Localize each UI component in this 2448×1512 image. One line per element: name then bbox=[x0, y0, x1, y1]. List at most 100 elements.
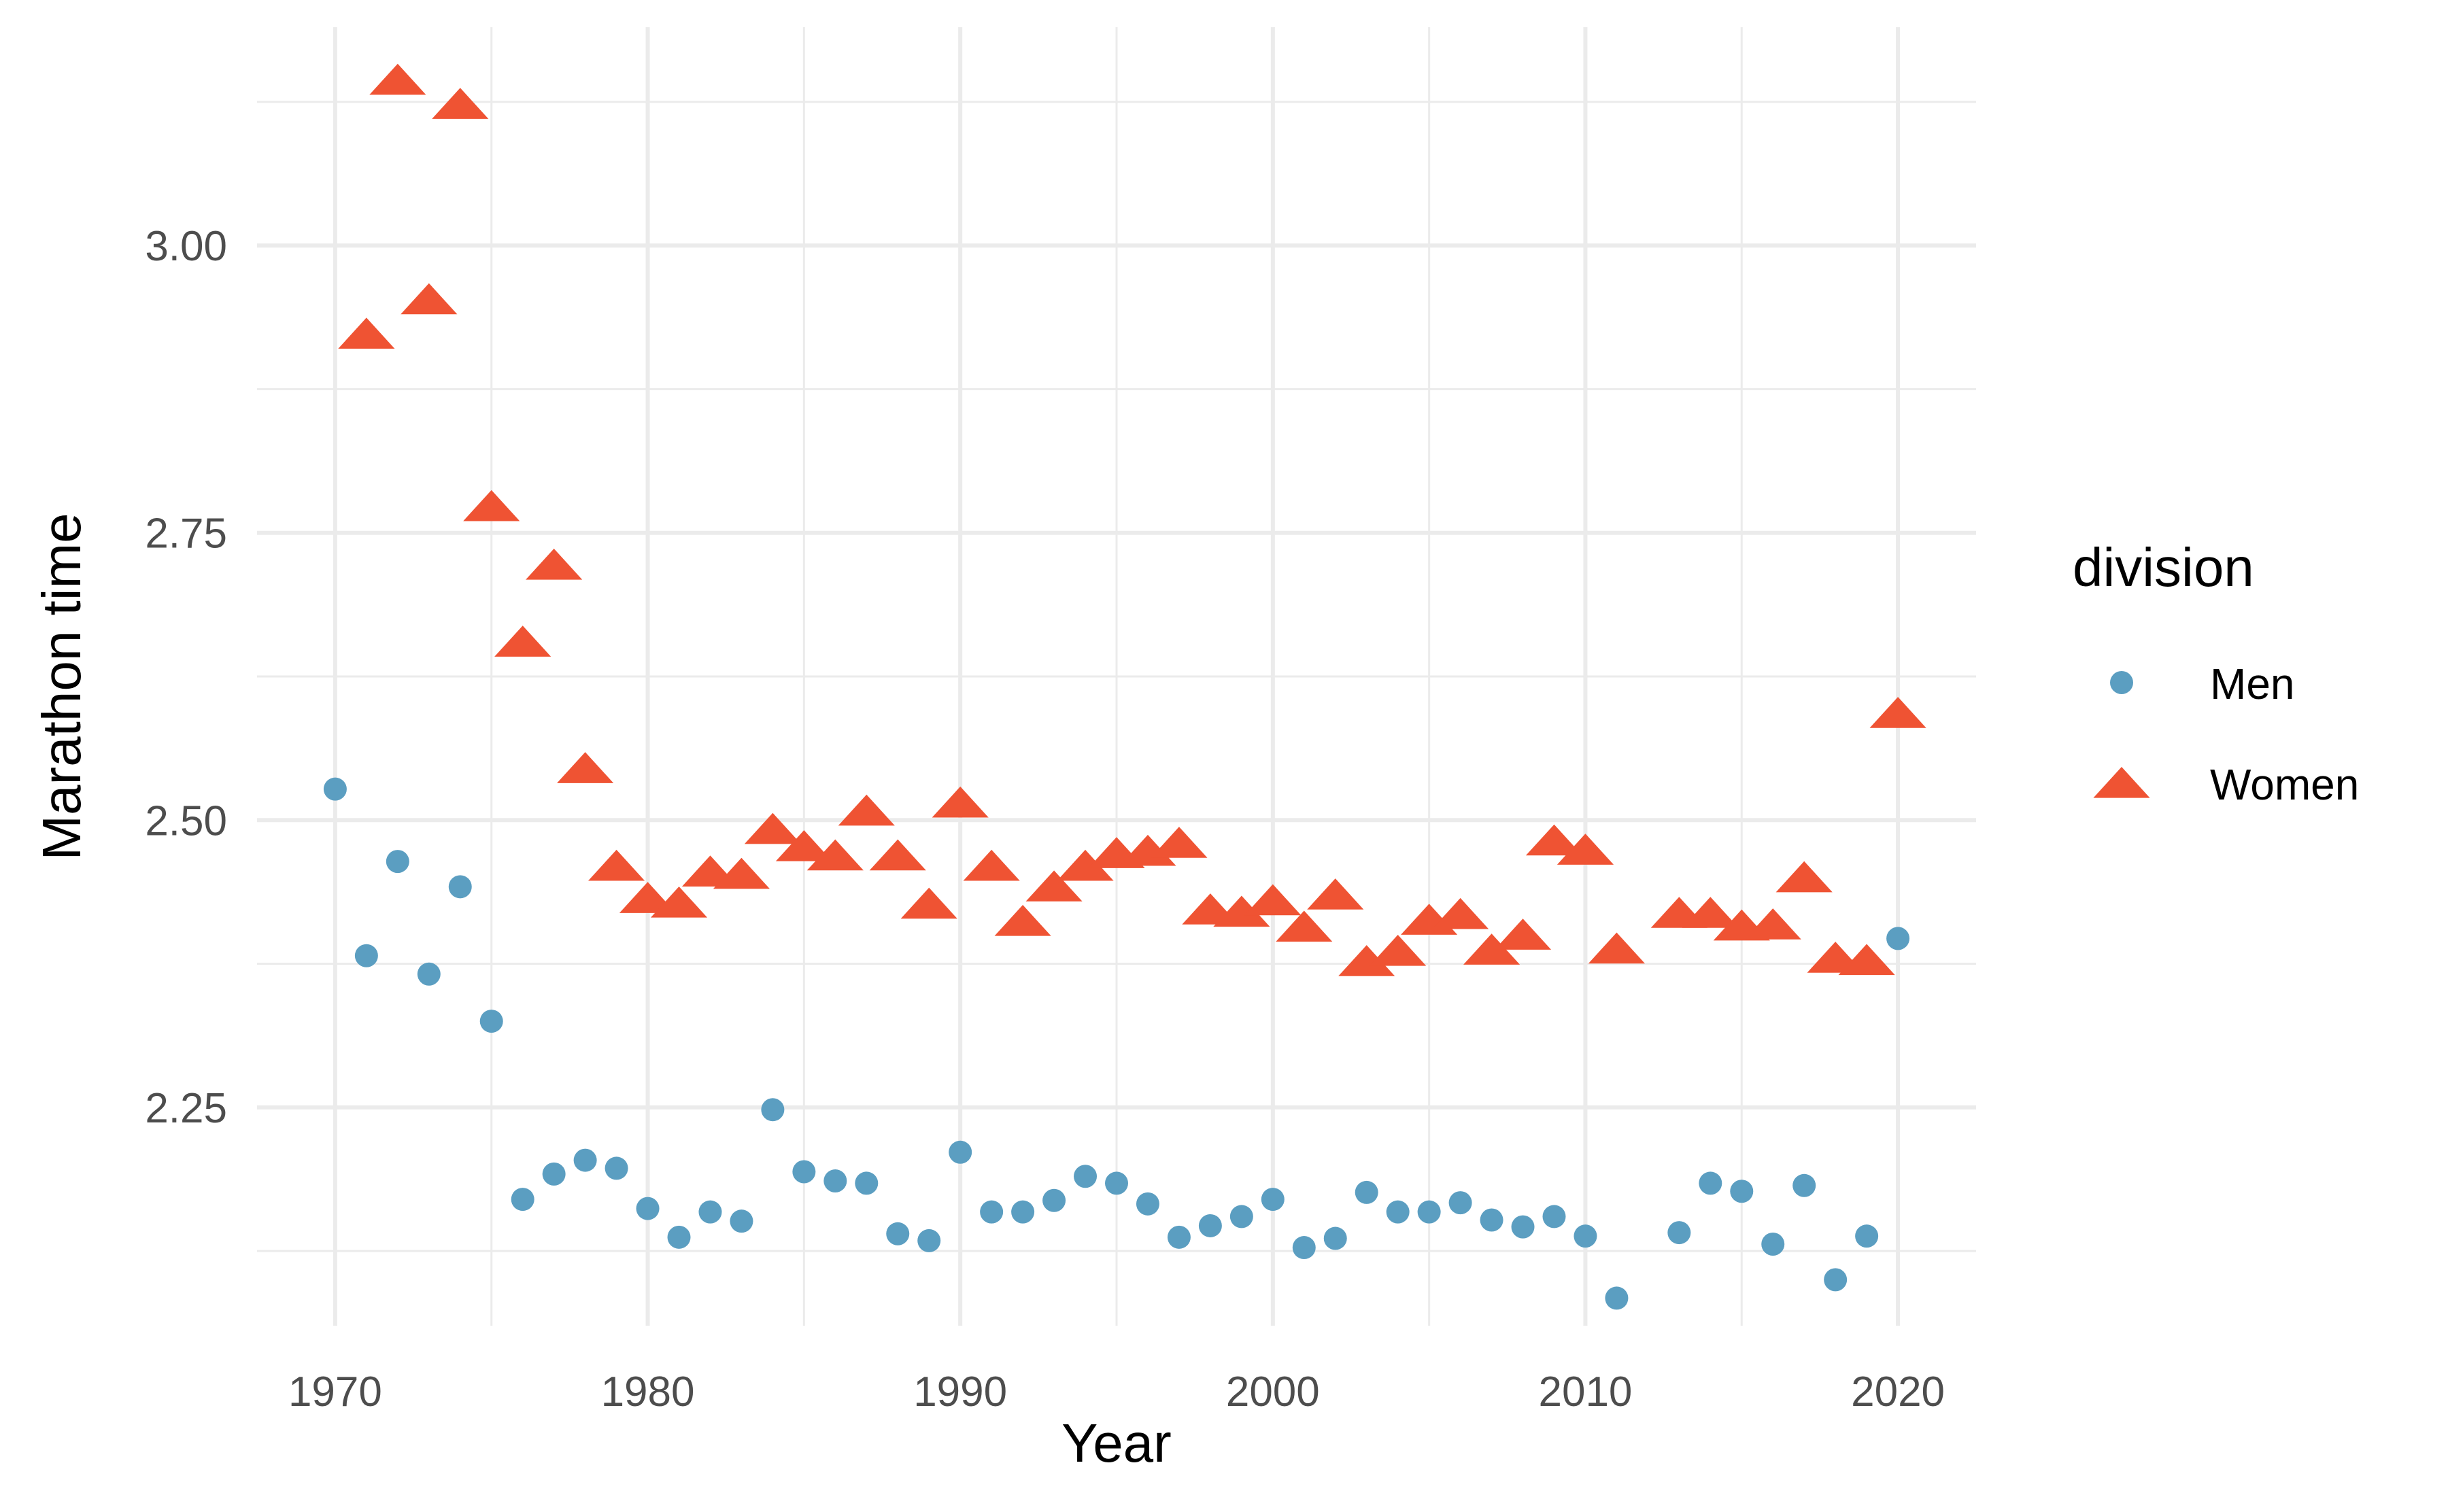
point-triangle bbox=[713, 857, 770, 889]
point-circle bbox=[354, 944, 378, 967]
point-circle bbox=[1229, 1205, 1253, 1228]
point-circle bbox=[479, 1010, 503, 1033]
point-circle bbox=[667, 1225, 691, 1249]
point-triangle bbox=[1276, 910, 1333, 942]
point-triangle bbox=[1244, 884, 1302, 916]
point-circle bbox=[698, 1200, 722, 1224]
legend-title: division bbox=[2073, 537, 2254, 598]
x-tick-label: 2020 bbox=[1851, 1369, 1945, 1415]
point-triangle bbox=[369, 63, 426, 95]
point-circle bbox=[1323, 1226, 1347, 1250]
point-circle bbox=[1292, 1236, 1316, 1260]
point-circle bbox=[1136, 1192, 1159, 1216]
point-triangle bbox=[401, 283, 458, 315]
point-triangle bbox=[1525, 824, 1583, 856]
point-circle bbox=[573, 1148, 597, 1172]
point-circle bbox=[1574, 1224, 1597, 1248]
point-triangle bbox=[526, 549, 583, 580]
point-triangle bbox=[932, 786, 989, 818]
point-circle bbox=[1105, 1171, 1128, 1195]
point-triangle bbox=[1463, 933, 1520, 965]
point-circle bbox=[542, 1162, 566, 1186]
point-triangle bbox=[463, 489, 520, 521]
point-circle bbox=[1855, 1224, 1879, 1248]
point-triangle bbox=[1213, 895, 1270, 927]
point-triangle bbox=[1494, 918, 1552, 950]
point-triangle bbox=[1775, 861, 1833, 893]
point-circle bbox=[1042, 1188, 1066, 1212]
x-tick-label: 1990 bbox=[913, 1369, 1007, 1415]
y-tick-label: 2.25 bbox=[145, 1085, 227, 1132]
point-triangle bbox=[557, 752, 614, 783]
point-triangle bbox=[900, 887, 957, 919]
legend-key-women bbox=[2093, 767, 2150, 798]
point-circle bbox=[1448, 1191, 1472, 1215]
point-circle bbox=[1074, 1165, 1098, 1188]
point-circle bbox=[323, 777, 347, 801]
y-tick-label: 3.00 bbox=[145, 223, 227, 270]
point-triangle bbox=[1338, 945, 1395, 976]
point-triangle bbox=[619, 882, 677, 913]
point-circle bbox=[1011, 1200, 1035, 1224]
point-triangle bbox=[838, 794, 895, 826]
point-triangle bbox=[744, 812, 801, 844]
point-triangle bbox=[963, 849, 1020, 881]
y-tick-label: 2.75 bbox=[145, 511, 227, 557]
point-triangle bbox=[588, 849, 645, 881]
point-circle bbox=[1480, 1208, 1503, 1232]
point-triangle bbox=[650, 886, 708, 918]
point-circle bbox=[1511, 1215, 1535, 1239]
legend-label: Men bbox=[2210, 659, 2295, 708]
legend-label: Women bbox=[2210, 760, 2359, 809]
point-circle bbox=[448, 875, 472, 899]
point-circle bbox=[917, 1228, 941, 1252]
point-triangle bbox=[1432, 897, 1489, 929]
x-tick-label: 1970 bbox=[288, 1369, 382, 1415]
point-circle bbox=[1730, 1180, 1754, 1203]
y-axis-title: Marathon time bbox=[31, 513, 92, 860]
point-triangle bbox=[1119, 834, 1176, 866]
point-triangle bbox=[1025, 870, 1083, 901]
point-circle bbox=[1667, 1221, 1691, 1245]
point-triangle bbox=[338, 317, 395, 349]
series-men bbox=[323, 777, 1910, 1310]
data-points bbox=[323, 63, 1926, 1310]
point-triangle bbox=[869, 839, 926, 871]
point-triangle bbox=[1057, 849, 1114, 881]
point-circle bbox=[730, 1209, 753, 1233]
point-triangle bbox=[1838, 944, 1895, 976]
point-triangle bbox=[1307, 878, 1364, 910]
major-gridlines bbox=[257, 27, 1976, 1326]
point-triangle bbox=[1588, 932, 1645, 964]
legend: division Men Women bbox=[2073, 537, 2359, 809]
point-circle bbox=[855, 1171, 879, 1195]
point-circle bbox=[823, 1169, 847, 1193]
point-triangle bbox=[1557, 834, 1614, 865]
point-circle bbox=[605, 1156, 628, 1180]
point-circle bbox=[386, 850, 409, 874]
point-circle bbox=[1542, 1205, 1566, 1228]
point-triangle bbox=[1370, 934, 1427, 966]
point-circle bbox=[1355, 1180, 1378, 1204]
point-triangle bbox=[775, 830, 832, 861]
point-circle bbox=[1605, 1286, 1629, 1310]
point-circle bbox=[1386, 1200, 1410, 1224]
point-circle bbox=[1699, 1171, 1722, 1195]
point-circle bbox=[980, 1200, 1004, 1224]
y-axis-tick-labels: 2.25 2.50 2.75 3.00 bbox=[145, 223, 227, 1132]
point-circle bbox=[761, 1098, 785, 1122]
x-tick-label: 1980 bbox=[601, 1369, 695, 1415]
point-triangle bbox=[1869, 697, 1926, 728]
legend-item-men: Men bbox=[2110, 659, 2295, 708]
point-triangle bbox=[806, 839, 864, 871]
point-circle bbox=[1261, 1188, 1285, 1212]
point-circle bbox=[949, 1140, 972, 1164]
point-circle bbox=[1417, 1200, 1441, 1224]
point-circle bbox=[417, 962, 441, 986]
point-circle bbox=[1792, 1173, 1816, 1197]
point-triangle bbox=[994, 905, 1051, 936]
point-triangle bbox=[1744, 908, 1801, 940]
point-circle bbox=[1198, 1214, 1222, 1237]
y-tick-label: 2.50 bbox=[145, 797, 227, 844]
